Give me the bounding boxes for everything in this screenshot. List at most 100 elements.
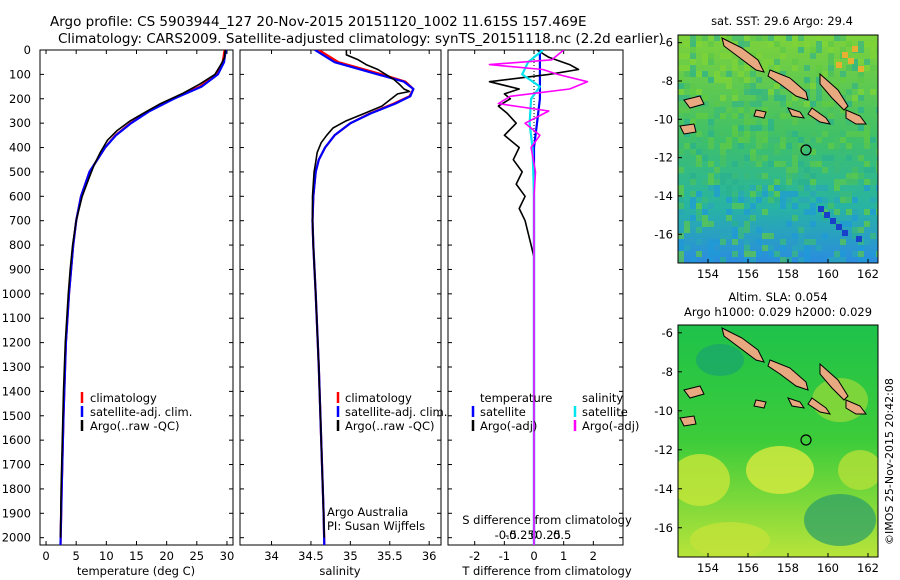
sst-pixel (702, 113, 708, 119)
sst-pixel (834, 35, 840, 41)
sst-pixel (768, 89, 774, 95)
sst-pixel (744, 173, 750, 179)
sst-pixel (870, 197, 876, 203)
depth-tick-label: 1800 (2, 482, 31, 496)
sst-pixel (804, 65, 810, 71)
sst-pixel (678, 95, 684, 101)
sst-pixel (768, 251, 774, 257)
lat-tick-label: -12 (654, 151, 673, 165)
sst-pixel (726, 173, 732, 179)
sst-pixel (738, 113, 744, 119)
sst-pixel (678, 197, 684, 203)
sst-pixel (816, 41, 822, 47)
sst-pixel (816, 89, 822, 95)
sst-pixel (798, 185, 804, 191)
sst-pixel (792, 167, 798, 173)
sst-pixel (780, 95, 786, 101)
sst-pixel (828, 59, 834, 65)
sst-pixel (780, 113, 786, 119)
sst-pixel (780, 239, 786, 245)
sst-pixel (750, 227, 756, 233)
sst-pixel (858, 107, 864, 113)
title-line-1: Argo profile: CS 5903944_127 20-Nov-2015… (50, 14, 587, 30)
depth-tick-label: 1500 (2, 409, 31, 423)
sst-pixel (756, 131, 762, 137)
sst-pixel (762, 191, 768, 197)
sst-map-frame (677, 34, 879, 264)
sst-pixel (720, 221, 726, 227)
sst-pixel (774, 65, 780, 71)
x-tick-label: 34 (264, 549, 279, 563)
sst-pixel (816, 83, 822, 89)
sst-pixel (858, 71, 864, 77)
sst-pixel (750, 161, 756, 167)
sst-pixel (690, 149, 696, 155)
sst-pixel (774, 251, 780, 257)
sst-pixel (774, 41, 780, 47)
sst-pixel (774, 143, 780, 149)
sst-pixel (684, 65, 690, 71)
sst-pixel (804, 227, 810, 233)
sst-pixel (876, 245, 878, 251)
sst-pixel (696, 191, 702, 197)
sst-pixel (720, 113, 726, 119)
sst-pixel (690, 179, 696, 185)
sst-pixel (750, 149, 756, 155)
sst-pixel (750, 209, 756, 215)
sst-pixel (840, 191, 846, 197)
sst-pixel (852, 65, 858, 71)
sst-pixel (750, 215, 756, 221)
sst-pixel (858, 41, 864, 47)
sst-pixel (738, 41, 744, 47)
sst-pixel (744, 137, 750, 143)
sst-pixel (822, 41, 828, 47)
sst-pixel (840, 239, 846, 245)
sst-pixel (792, 215, 798, 221)
sst-pixel (840, 197, 846, 203)
sst-pixel (702, 215, 708, 221)
x-tick-label: 35.5 (377, 549, 403, 563)
sst-pixel (708, 251, 714, 257)
sst-pixel (804, 173, 810, 179)
sst-pixel (824, 212, 830, 218)
sst-pixel (768, 197, 774, 203)
sst-pixel (828, 107, 834, 113)
sst-pixel (804, 83, 810, 89)
sst-pixel (678, 143, 684, 149)
sst-pixel (774, 179, 780, 185)
sst-pixel (810, 131, 816, 137)
sst-pixel (756, 161, 762, 167)
sst-pixel (708, 119, 714, 125)
sst-pixel (780, 203, 786, 209)
sst-pixel (768, 233, 774, 239)
sst-pixel (846, 119, 852, 125)
sst-pixel (762, 143, 768, 149)
sst-pixel (852, 233, 858, 239)
sst-pixel (750, 257, 756, 263)
sst-pixel (732, 197, 738, 203)
sst-pixel (690, 173, 696, 179)
sst-pixel (822, 113, 828, 119)
sst-pixel (792, 233, 798, 239)
x-tick-label: 0 (42, 549, 49, 563)
sst-pixel (702, 59, 708, 65)
legend-temperature-title: temperature (480, 391, 552, 405)
sst-pixel (726, 107, 732, 113)
sst-pixel (762, 209, 768, 215)
series-line-argo (311, 50, 411, 538)
pi-annotation-line-1: Argo Australia (327, 505, 408, 519)
sst-pixel (720, 107, 726, 113)
sst-pixel (690, 71, 696, 77)
sst-pixel (732, 179, 738, 185)
sst-pixel (720, 77, 726, 83)
depth-tick-label: 600 (9, 189, 31, 203)
sst-pixel (702, 53, 708, 59)
sst-pixel (714, 167, 720, 173)
sst-pixel (876, 137, 878, 143)
sst-pixel (780, 197, 786, 203)
sst-pixel (828, 113, 834, 119)
sst-pixel (750, 191, 756, 197)
sst-pixel (732, 191, 738, 197)
sst-pixel (840, 179, 846, 185)
sst-pixel (846, 65, 852, 71)
